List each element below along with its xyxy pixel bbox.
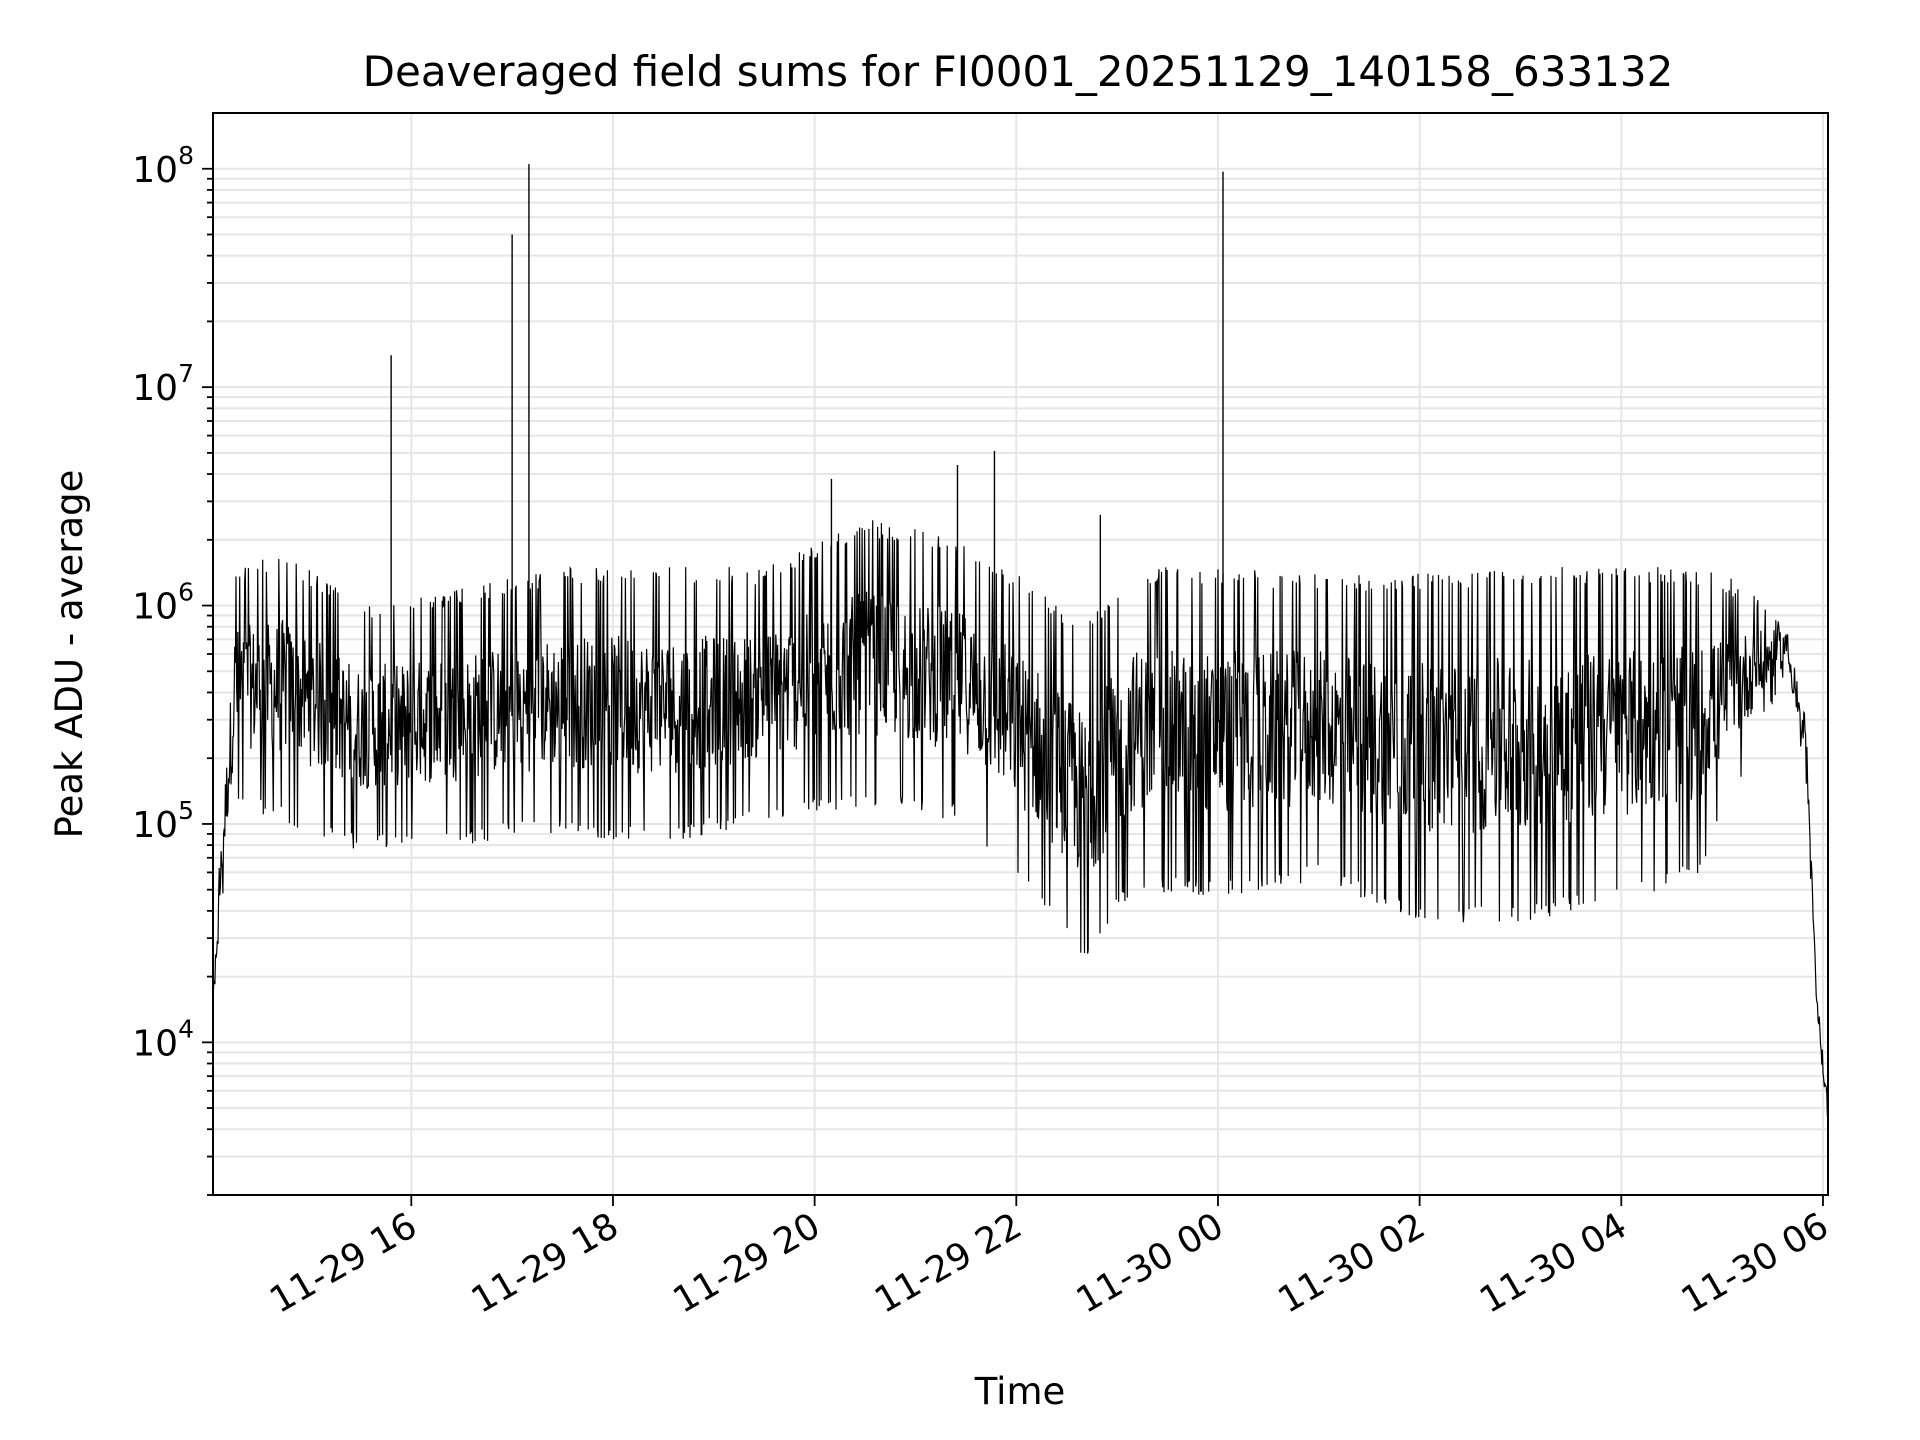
x-tick-label: 11-30 02 <box>1271 1205 1432 1321</box>
x-tick-label: 11-29 20 <box>666 1205 827 1321</box>
chart-title: Deaveraged field sums for FI0001_2025112… <box>363 47 1674 96</box>
x-tick-label: 11-29 18 <box>465 1205 626 1321</box>
y-tick-label: 107 <box>132 359 194 409</box>
x-axis: 11-29 16 11-29 18 11-29 20 11-29 22 11-30 00… <box>263 1195 1835 1322</box>
y-axis: 104 105 106 107 108 <box>132 141 213 1196</box>
x-axis-label: Time <box>974 1370 1066 1413</box>
series-layer <box>212 164 1829 1117</box>
x-tick-label: 11-30 04 <box>1473 1205 1634 1321</box>
y-tick-label: 105 <box>132 796 194 846</box>
y-tick-label: 106 <box>132 578 194 628</box>
y-tick-label: 108 <box>132 141 194 191</box>
y-tick-label: 104 <box>132 1014 194 1064</box>
x-tick-label: 11-30 06 <box>1675 1205 1836 1321</box>
y-axis-label: Peak ADU - average <box>48 470 91 839</box>
x-tick-label: 11-29 16 <box>263 1205 424 1321</box>
grid <box>213 113 1828 1196</box>
x-tick-label: 11-30 00 <box>1070 1205 1231 1321</box>
x-tick-label: 11-29 22 <box>868 1205 1029 1321</box>
series-line <box>212 520 1829 1117</box>
